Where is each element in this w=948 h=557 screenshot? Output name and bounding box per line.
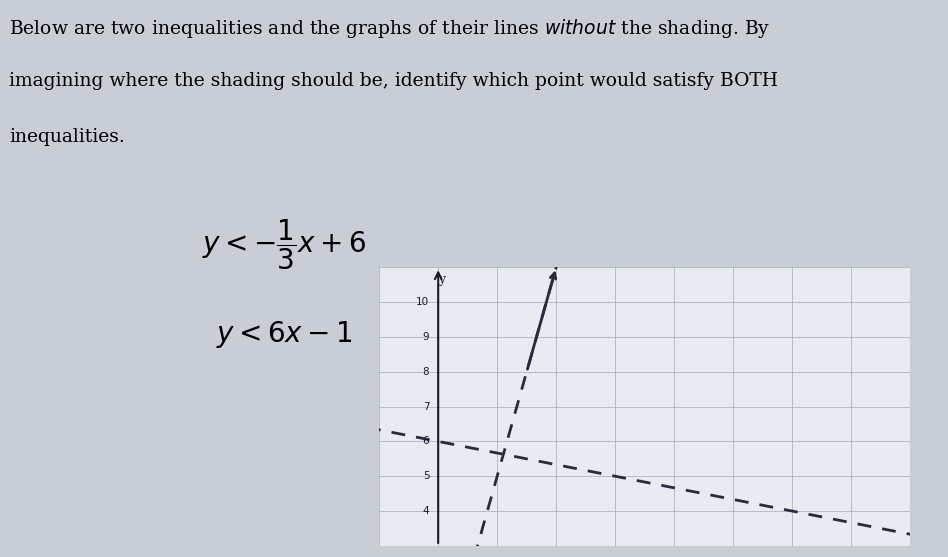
Text: 4: 4 — [423, 506, 429, 516]
Text: $y < 6x - 1$: $y < 6x - 1$ — [216, 319, 353, 350]
Text: 5: 5 — [423, 471, 429, 481]
Text: y: y — [438, 272, 445, 286]
Text: 6: 6 — [423, 437, 429, 446]
Text: Below are two inequalities and the graphs of their lines $\it{without}$ the shad: Below are two inequalities and the graph… — [9, 17, 771, 40]
Text: 9: 9 — [423, 332, 429, 342]
Text: 7: 7 — [423, 402, 429, 412]
Text: imagining where the shading should be, identify which point would satisfy BOTH: imagining where the shading should be, i… — [9, 72, 778, 90]
Text: inequalities.: inequalities. — [9, 128, 125, 146]
Text: 8: 8 — [423, 367, 429, 377]
Text: 10: 10 — [416, 297, 429, 307]
Text: $y < -\dfrac{1}{3}x + 6$: $y < -\dfrac{1}{3}x + 6$ — [203, 218, 366, 272]
